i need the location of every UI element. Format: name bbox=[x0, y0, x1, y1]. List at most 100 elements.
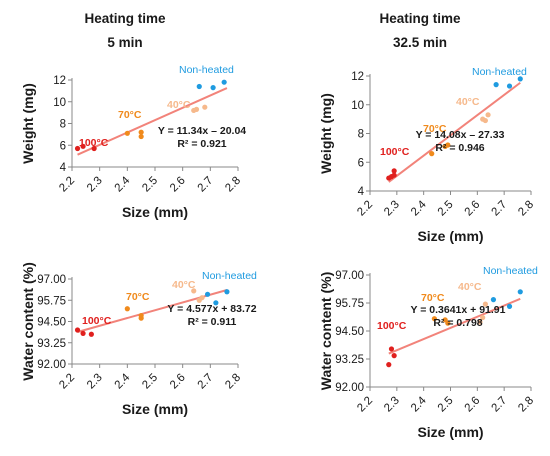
panel-3-point bbox=[80, 330, 86, 336]
panel-2-y-tick-label: 4 bbox=[358, 186, 365, 198]
panel-3-y-tick-label: 94.50 bbox=[37, 317, 66, 329]
panel-3-x-tick-label: 2.7 bbox=[196, 372, 216, 392]
panel-2-x-tick-label: 2.3 bbox=[382, 199, 402, 219]
panel-1-x-tick-label: 2.3 bbox=[85, 175, 105, 195]
panel-4-y-tick-label: 95.75 bbox=[335, 298, 364, 310]
panel-2-y-tick-label: 8 bbox=[358, 129, 364, 141]
panel-4-x-tick-label: 2.7 bbox=[489, 395, 509, 415]
panel-2-series-label: 40°C bbox=[456, 96, 480, 108]
panel-3-equation: Y = 4.577x + 83.72 bbox=[167, 303, 256, 315]
panel-4-point bbox=[482, 301, 488, 307]
panel-4-x-tick-label: 2.6 bbox=[463, 395, 483, 415]
panel-3-x-tick-label: 2.6 bbox=[168, 372, 188, 392]
header-5min: Heating time 5 min bbox=[25, 10, 225, 52]
panel-1-x-tick-label: 2.8 bbox=[223, 175, 243, 195]
panel-2-series-label: 70°C bbox=[423, 123, 447, 135]
panel-2-r-squared: R² = 0.946 bbox=[435, 142, 484, 154]
panel-2-series-label: 100°C bbox=[380, 146, 410, 158]
panel-4-equation: Y = 0.3641x + 91.91 bbox=[411, 304, 506, 316]
panel-2-equation: Y = 14.08x – 27.33 bbox=[416, 129, 505, 141]
panel-3-y-tick-label: 92.00 bbox=[37, 359, 66, 371]
panel-4-x-tick-label: 2.2 bbox=[355, 395, 375, 415]
panel-4-series-label: 100°C bbox=[377, 320, 407, 332]
panel-3-point bbox=[138, 315, 144, 321]
panel-4-y-axis-title: Water content (%) bbox=[318, 272, 334, 390]
panel-1-x-tick-label: 2.4 bbox=[113, 174, 133, 194]
panel-1-y-axis-title: Weight (mg) bbox=[20, 83, 36, 164]
panel-3-y-axis-title: Water content (%) bbox=[20, 262, 36, 380]
panel-2-point bbox=[485, 112, 491, 118]
panel-3-r-squared: R² = 0.911 bbox=[188, 316, 237, 328]
panel-3-point bbox=[204, 291, 211, 297]
panel-4-point bbox=[388, 346, 395, 352]
panel-1-point bbox=[202, 104, 208, 110]
panel-2-x-axis-title: Size (mm) bbox=[417, 228, 483, 244]
panel-3-point bbox=[88, 331, 94, 337]
panel-2-x-tick-label: 2.2 bbox=[355, 199, 375, 219]
panel-1-point bbox=[210, 85, 216, 91]
panel-2-point bbox=[493, 82, 499, 88]
panel-1-point bbox=[138, 129, 144, 135]
panel-1-point bbox=[74, 145, 81, 152]
panel-3-point bbox=[224, 289, 230, 295]
panel-1-x-tick-label: 2.2 bbox=[57, 175, 77, 195]
panel-1-series-label: 70°C bbox=[118, 109, 142, 121]
panel-1-y-tick-label: 6 bbox=[60, 140, 66, 152]
panel-2-point bbox=[391, 168, 397, 174]
panel-4-trendline bbox=[388, 297, 521, 355]
panel-2-x-tick-label: 2.7 bbox=[489, 199, 509, 219]
panel-4-point bbox=[431, 316, 437, 322]
panel-2-x-tick-label: 2.6 bbox=[463, 199, 483, 219]
panel-1-y-tick-label: 12 bbox=[53, 75, 66, 87]
panel-4-point bbox=[480, 314, 486, 321]
panel-1-x-axis-title: Size (mm) bbox=[122, 204, 188, 220]
panel-2-series-label: Non-heated bbox=[472, 66, 527, 78]
panel-2-point bbox=[391, 172, 397, 178]
panel-3-point bbox=[213, 300, 219, 306]
panel-2-y-tick-label: 10 bbox=[351, 100, 364, 112]
panel-1-x-tick-label: 2.6 bbox=[168, 175, 188, 195]
panel-3-point bbox=[191, 288, 197, 294]
panel-1-series-label: 100°C bbox=[79, 137, 109, 149]
panel-2-point bbox=[429, 151, 435, 157]
panel-3-series-label: 40°C bbox=[172, 279, 196, 291]
panel-4-y-tick-label: 93.25 bbox=[335, 354, 364, 366]
panel-1-point bbox=[80, 143, 86, 149]
panel-3-point bbox=[74, 327, 81, 333]
panel-3-series-label: 70°C bbox=[126, 291, 150, 303]
panel-4-y-tick-label: 92.00 bbox=[335, 382, 364, 394]
panel-1-x-tick-label: 2.7 bbox=[196, 175, 216, 195]
panel-1-y-tick-label: 10 bbox=[53, 97, 66, 109]
panel-3-y-tick-label: 97.00 bbox=[37, 274, 66, 286]
panel-1-trendline bbox=[77, 87, 228, 156]
panel-2-y-tick-label: 6 bbox=[358, 157, 364, 169]
panel-2-point bbox=[517, 76, 523, 82]
panel-2-y-tick-label: 12 bbox=[351, 71, 364, 83]
panel-1-point bbox=[138, 133, 144, 140]
panel-2-y-axis-title: Weight (mg) bbox=[318, 93, 334, 174]
panel-2-point bbox=[506, 83, 513, 89]
panel-2-x-tick-label: 2.4 bbox=[409, 198, 429, 218]
panel-3-x-tick-label: 2.2 bbox=[57, 372, 77, 392]
panel-3-y-tick-label: 93.25 bbox=[37, 338, 66, 350]
panel-2-x-tick-label: 2.5 bbox=[436, 199, 456, 219]
panel-1-point bbox=[124, 130, 130, 136]
panel-1-point bbox=[193, 106, 200, 112]
panel-1-series-label: 40°C bbox=[167, 99, 191, 111]
panel-4-point bbox=[490, 297, 497, 303]
panel-3-point bbox=[124, 306, 130, 312]
panel-4-y-tick-label: 94.50 bbox=[335, 326, 364, 338]
panel-4-x-axis-title: Size (mm) bbox=[417, 424, 483, 440]
panel-1-series-label: Non-heated bbox=[179, 64, 234, 76]
panel-4-point bbox=[517, 289, 523, 295]
panel-4-point bbox=[445, 320, 451, 326]
panel-3-series-label: 100°C bbox=[82, 315, 112, 327]
panel-1-y-tick-label: 4 bbox=[60, 162, 67, 174]
panel-4-point bbox=[477, 319, 483, 325]
panel-2-point bbox=[445, 142, 451, 148]
panel-3-x-tick-label: 2.5 bbox=[140, 372, 160, 392]
panel-1-r-squared: R² = 0.921 bbox=[177, 138, 226, 150]
panel-2-point bbox=[482, 117, 488, 124]
panel-4-x-tick-label: 2.3 bbox=[382, 395, 402, 415]
